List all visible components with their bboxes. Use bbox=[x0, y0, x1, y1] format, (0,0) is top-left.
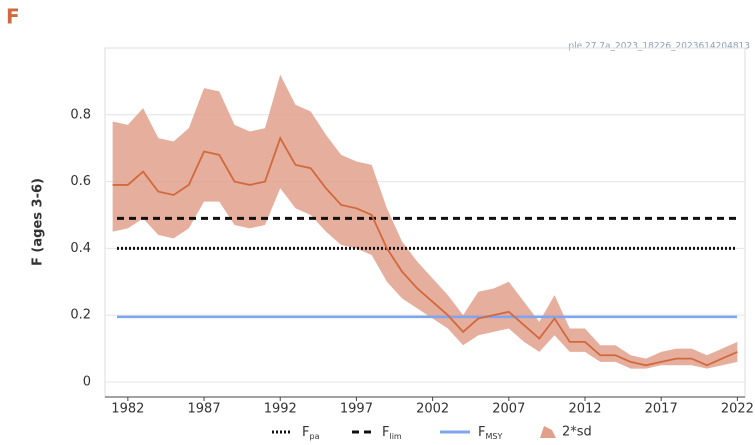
legend-swatch bbox=[540, 426, 556, 438]
legend-label: Fpa bbox=[302, 425, 320, 441]
x-tick-label: 2007 bbox=[492, 402, 525, 417]
y-axis-label: F (ages 3-6) bbox=[31, 178, 46, 266]
x-tick-label: 1987 bbox=[188, 402, 221, 417]
x-tick-label: 2012 bbox=[568, 402, 601, 417]
x-tick-label: 2002 bbox=[416, 402, 449, 417]
legend-label-sub: MSY bbox=[485, 432, 502, 441]
x-tick-label: 2022 bbox=[721, 402, 754, 417]
y-tick-label: 0.8 bbox=[70, 107, 91, 122]
legend-label: Flim bbox=[382, 425, 402, 441]
estimate-line bbox=[112, 136, 738, 367]
subtitle: ple.27.7a_2023_18226_2023614204813 bbox=[568, 42, 750, 52]
legend-label-main: F bbox=[302, 425, 309, 440]
y-tick-label: 0.2 bbox=[70, 308, 91, 323]
legend-label-main: F bbox=[478, 425, 485, 440]
x-tick-label: 2017 bbox=[645, 402, 678, 417]
y-tick-label: 0.4 bbox=[70, 241, 91, 256]
legend-label: 2*sd bbox=[562, 425, 592, 440]
panel-label: F bbox=[6, 5, 20, 29]
x-tick-label: 1997 bbox=[340, 402, 373, 417]
x-tick-label: 1992 bbox=[264, 402, 297, 417]
legend-label-sub: lim bbox=[389, 432, 401, 441]
legend-label: FMSY bbox=[478, 425, 502, 441]
x-tick-label: 1982 bbox=[111, 402, 144, 417]
legend-label-sub: pa bbox=[309, 432, 319, 441]
y-tick-label: 0.6 bbox=[70, 174, 91, 189]
legend-label-main: F bbox=[382, 425, 389, 440]
y-tick-label: 0 bbox=[83, 374, 91, 389]
sd-band bbox=[112, 74, 738, 369]
